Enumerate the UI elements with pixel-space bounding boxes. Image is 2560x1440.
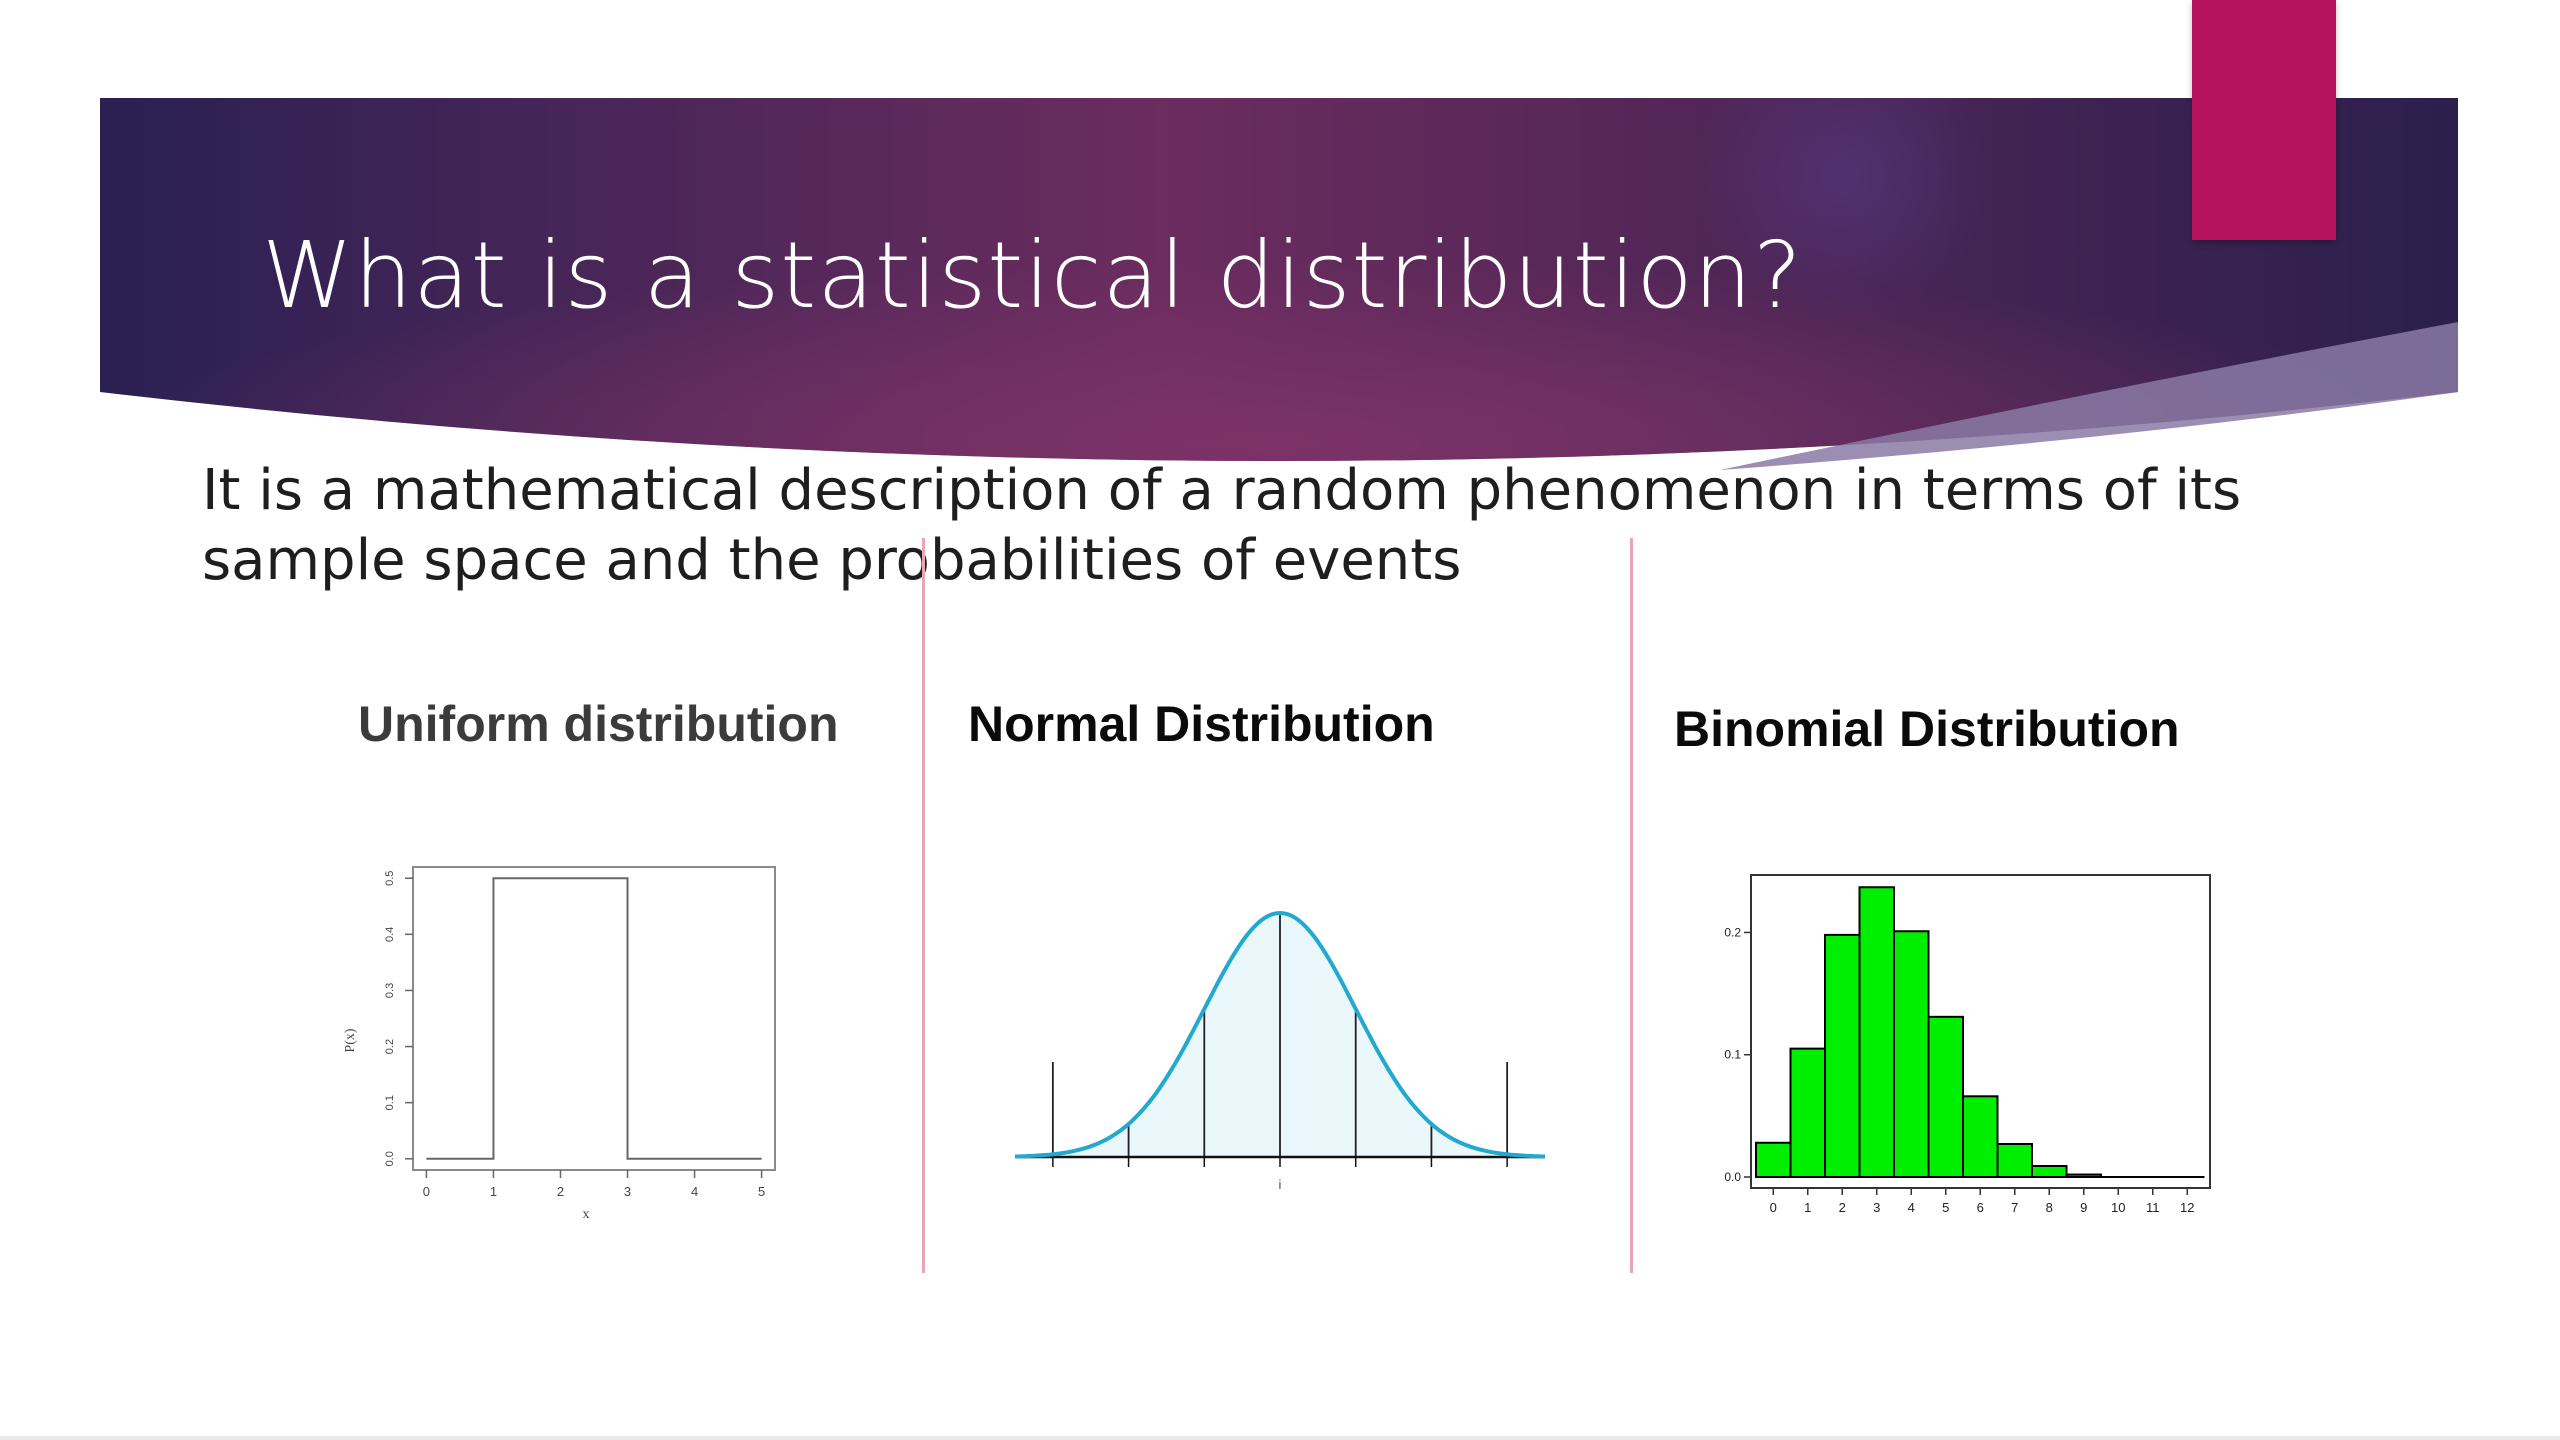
x-tick-label: 4 (1908, 1200, 1915, 1215)
y-tick-label: 0.1 (1724, 1048, 1741, 1062)
y-tick-label: 0.1 (384, 1095, 396, 1110)
binomial-bar (1789, 1047, 1826, 1178)
binomial-bar (1824, 933, 1861, 1178)
y-tick-label: 0.4 (384, 927, 396, 942)
normal-chart: i (1014, 910, 1546, 1192)
binomial-bar (1962, 1095, 1999, 1178)
x-tick-label: 2 (557, 1184, 564, 1199)
x-tick-label: 1 (1804, 1200, 1811, 1215)
y-tick-label: 0.2 (1724, 925, 1741, 939)
y-tick-label: 0.0 (384, 1151, 396, 1166)
accent-tab (2192, 0, 2336, 240)
x-tick-label: 9 (2080, 1200, 2087, 1215)
panel-divider-left (922, 538, 925, 1273)
x-tick-label: 5 (1942, 1200, 1949, 1215)
panel-divider-right (1630, 538, 1633, 1273)
bottom-border (0, 1436, 2560, 1440)
y-tick-label: 0.5 (384, 871, 396, 886)
slide-description: It is a mathematical description of a ra… (202, 458, 2242, 593)
normal-curve-line (1014, 910, 1546, 1159)
x-tick-label: 4 (691, 1184, 698, 1199)
uniform-chart: 0 1 2 3 4 5 0.0 0.1 0.2 0.3 0.4 0.5 x P(x) (343, 866, 776, 1222)
x-tick-label: 2 (1839, 1200, 1846, 1215)
binomial-bar (1755, 1141, 1792, 1178)
x-tick-label: 3 (624, 1184, 631, 1199)
binomial-bar (2031, 1164, 2068, 1178)
x-axis-label: x (583, 1207, 590, 1222)
title-banner (100, 98, 2458, 470)
x-tick-label: 8 (2046, 1200, 2053, 1215)
y-axis-label: P(x) (343, 1028, 358, 1052)
binomial-bar (1858, 886, 1895, 1178)
x-tick-label: 10 (2111, 1200, 2125, 1215)
x-tick-label: 0 (1770, 1200, 1777, 1215)
binomial-panel-title: Binomial Distribution (1674, 701, 2180, 757)
slide-title: What is a statistical distribution? (262, 222, 1803, 329)
binomial-chart: 0 1 2 3 4 5 6 7 8 9 10 11 120.00.10.2 (1724, 874, 2211, 1215)
binomial-bar (1927, 1015, 1964, 1178)
y-tick-label: 0.0 (1724, 1170, 1741, 1184)
y-tick-label: 0.3 (384, 983, 396, 998)
binomial-bar (2065, 1173, 2102, 1178)
y-tick-label: 0.2 (384, 1039, 396, 1054)
normal-panel-title: Normal Distribution (968, 696, 1435, 752)
x-tick-label: 6 (1977, 1200, 1984, 1215)
x-tick-label: 1 (490, 1184, 497, 1199)
plot-frame (412, 866, 776, 1171)
x-tick-label: 7 (2011, 1200, 2018, 1215)
x-tick-label: 0 (423, 1184, 430, 1199)
x-tick-label: 3 (1873, 1200, 1880, 1215)
x-tick-label: 11 (2146, 1200, 2160, 1215)
x-tick-label: 12 (2180, 1200, 2194, 1215)
uniform-series-line (426, 877, 762, 1160)
binomial-bar (1996, 1142, 2033, 1178)
uniform-panel-title: Uniform distribution (358, 696, 839, 752)
x-axis-label: i (1279, 1177, 1282, 1192)
x-tick-label: 5 (758, 1184, 765, 1199)
binomial-bar (1893, 930, 1930, 1178)
